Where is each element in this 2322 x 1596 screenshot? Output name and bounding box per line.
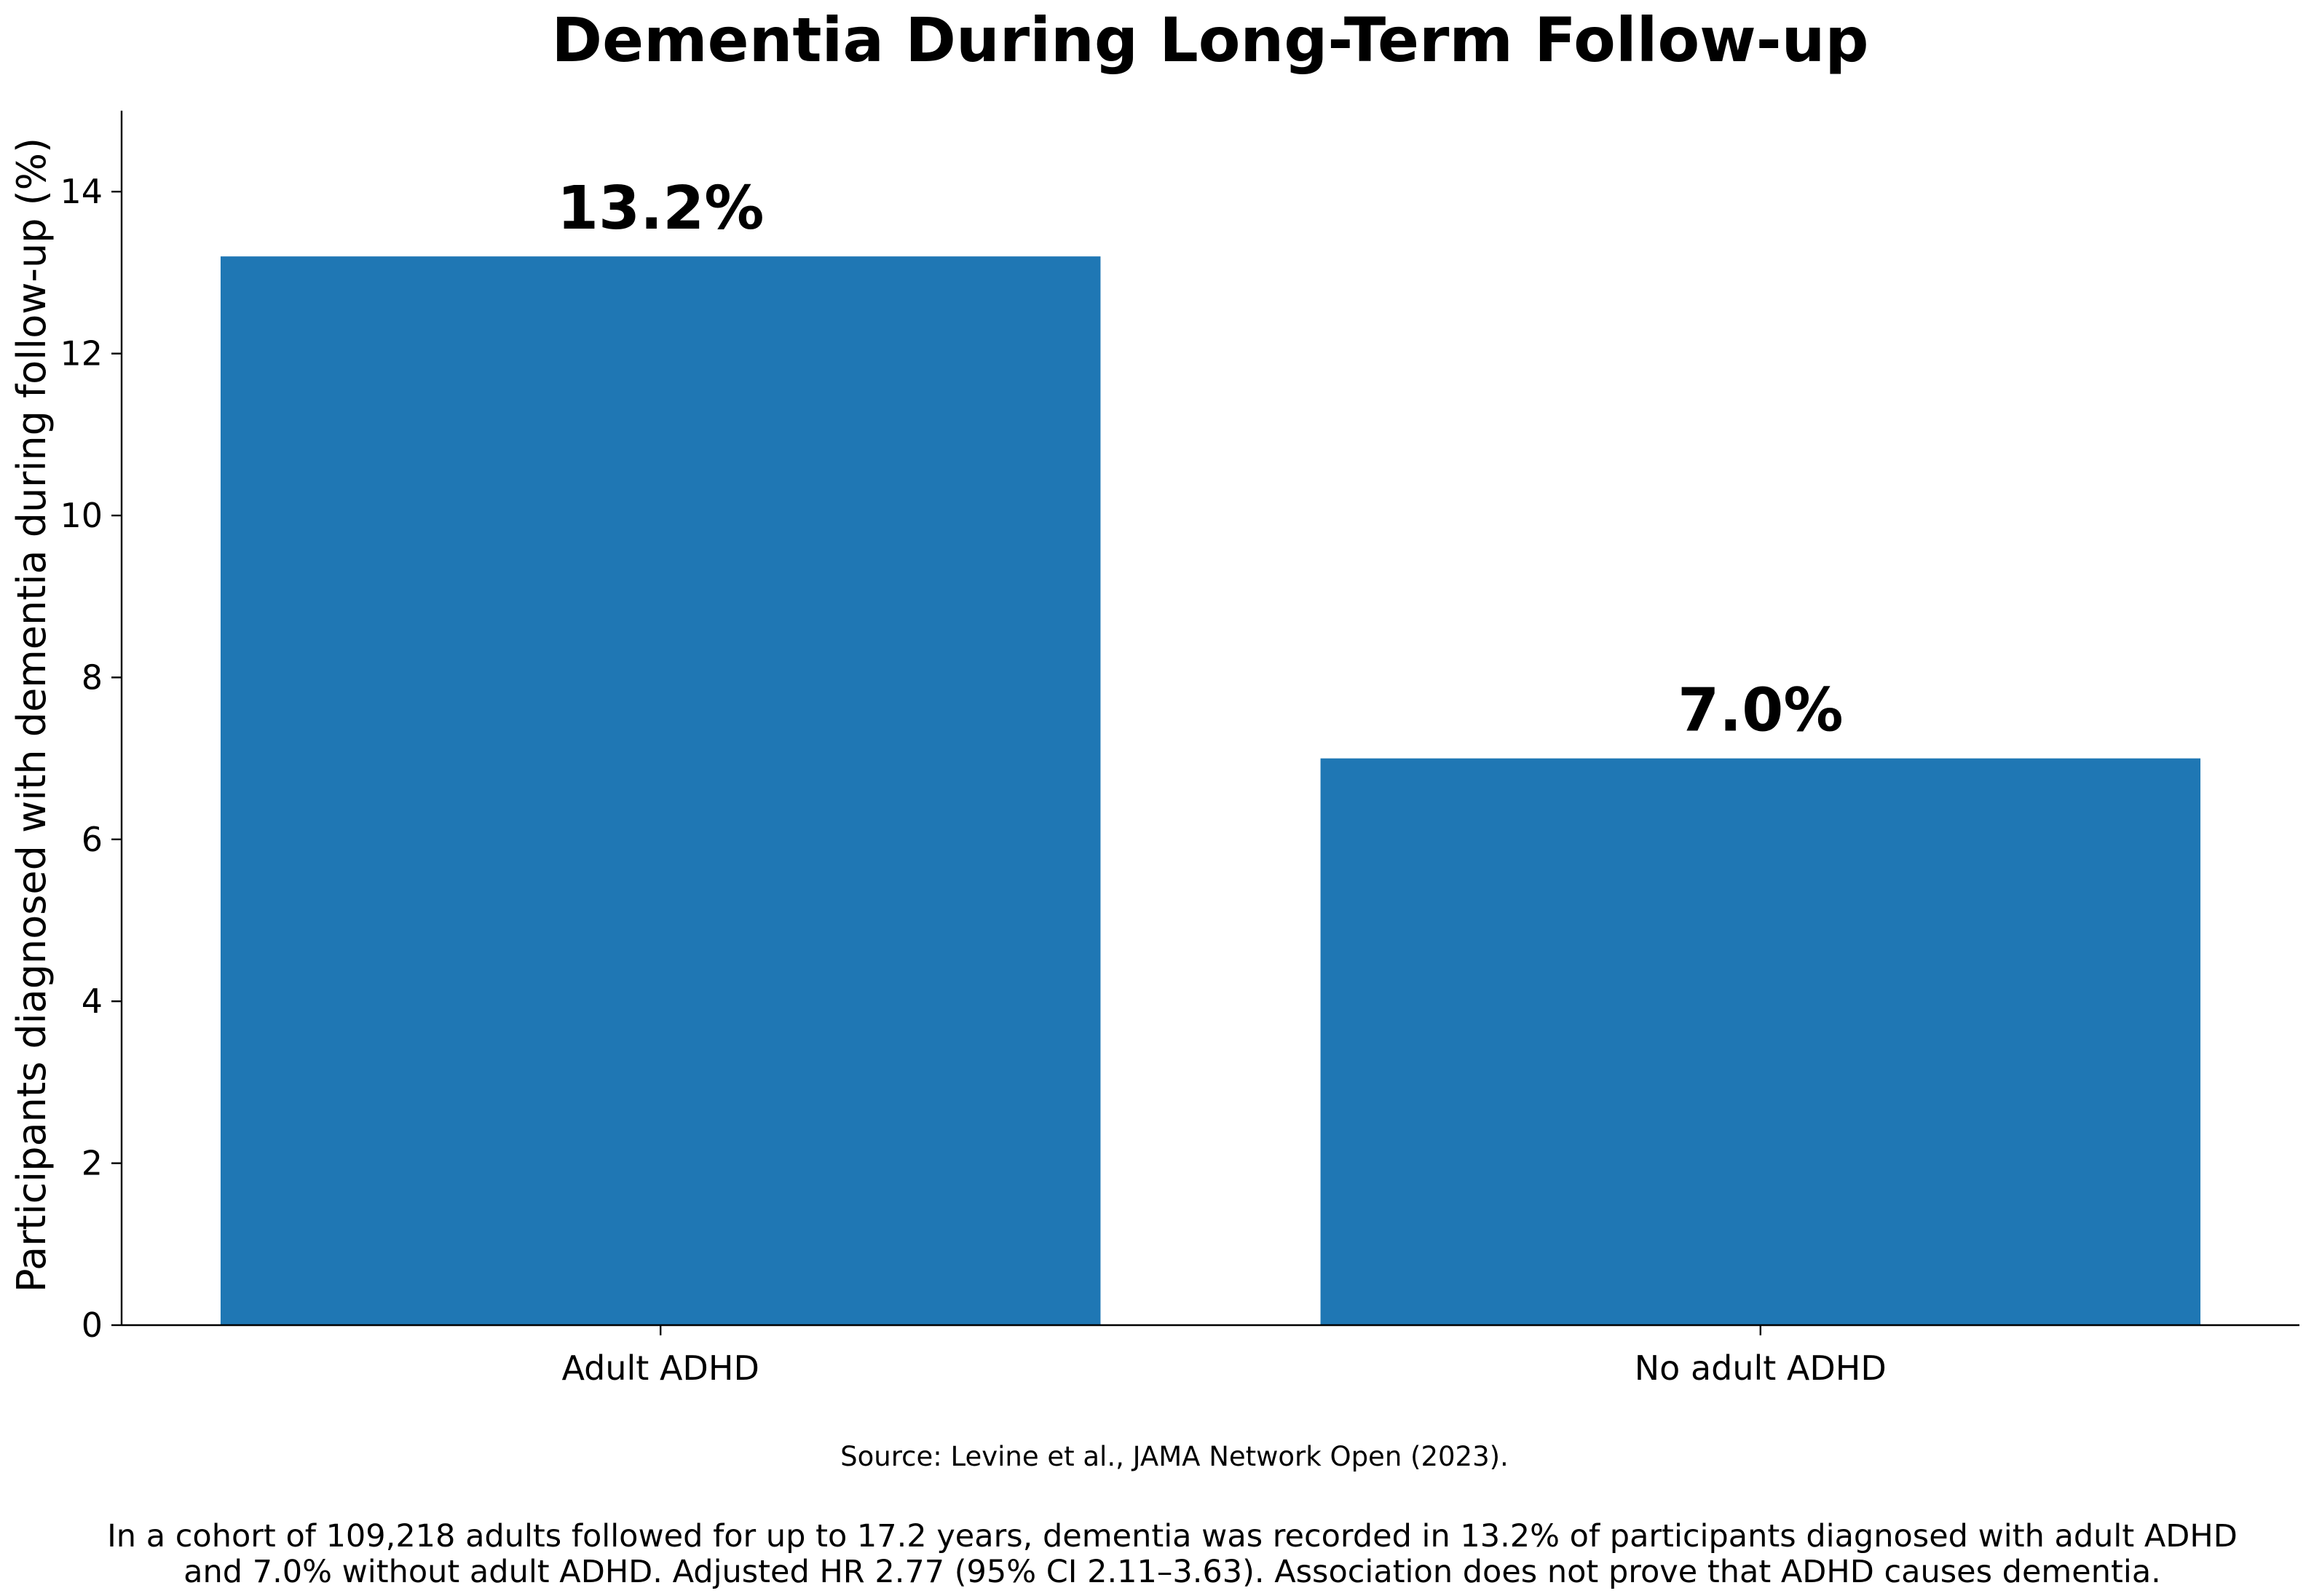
x-tick-label: No adult ADHD bbox=[1635, 1348, 1887, 1388]
bar-adult-adhd bbox=[220, 256, 1101, 1325]
y-tick-label: 12 bbox=[60, 334, 103, 374]
y-axis-label-group: Participants diagnosed with dementia dur… bbox=[9, 138, 55, 1292]
source-note: Source: Levine et al., JAMA Network Open… bbox=[840, 1441, 1509, 1472]
chart-title: Dementia During Long-Term Follow-up bbox=[551, 4, 1868, 76]
y-tick-label: 8 bbox=[82, 657, 103, 697]
bar-no-adult-adhd bbox=[1320, 758, 2201, 1325]
caption-line: In a cohort of 109,218 adults followed f… bbox=[107, 1518, 2238, 1554]
y-ticks-layer: 0 2 4 6 8 10 12 14 bbox=[60, 172, 122, 1345]
data-label: 7.0% bbox=[1678, 676, 1843, 746]
caption-line: and 7.0% without adult ADHD. Adjusted HR… bbox=[183, 1554, 2161, 1590]
y-tick-label: 4 bbox=[82, 981, 103, 1021]
y-tick-label: 2 bbox=[82, 1144, 103, 1183]
data-labels-layer: 13.2% 7.0% bbox=[557, 174, 1844, 745]
y-tick-label: 0 bbox=[82, 1305, 103, 1345]
y-tick-label: 10 bbox=[60, 496, 103, 535]
data-label: 13.2% bbox=[557, 174, 764, 243]
x-tick-label: Adult ADHD bbox=[562, 1348, 759, 1388]
y-tick-label: 14 bbox=[60, 172, 103, 211]
y-tick-label: 6 bbox=[82, 820, 103, 859]
x-ticks-layer: Adult ADHD No adult ADHD bbox=[562, 1325, 1887, 1388]
bars-layer bbox=[220, 256, 2201, 1325]
y-axis-label: Participants diagnosed with dementia dur… bbox=[9, 138, 55, 1292]
